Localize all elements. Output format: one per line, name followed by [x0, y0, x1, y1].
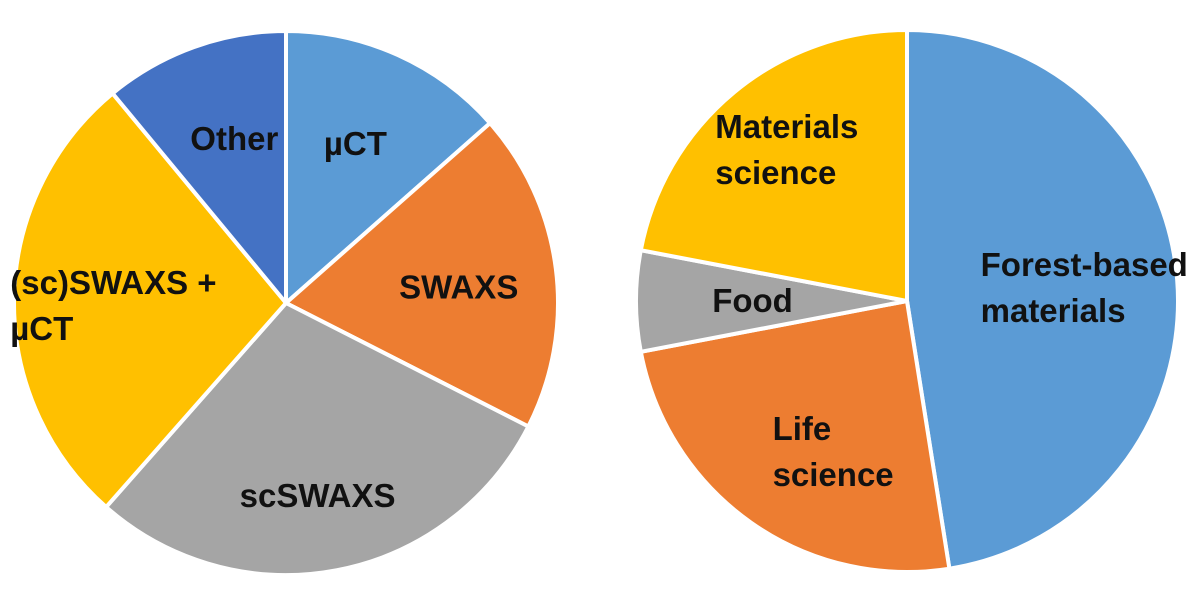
slice-label-sc-swaxs-muct: (sc)SWAXS + µCT: [10, 264, 216, 347]
slice-label-scswaxs: scSWAXS: [240, 477, 396, 514]
slice-label-materials-science: Materials science: [715, 108, 858, 191]
pie-slice-scswaxs: [104, 301, 531, 577]
pie-slice-sc-swaxs-muct: [12, 91, 288, 510]
pie-slice-swaxs: [284, 121, 560, 429]
pie-slice-forest-based-materials: [905, 28, 1181, 571]
slice-label-life-science: Life science: [773, 410, 894, 493]
slice-label-other: Other: [190, 120, 278, 157]
research-area-pie-chart: Forest-based materials Life science Food Mate…: [634, 28, 1188, 574]
slice-label-swaxs: SWAXS: [399, 268, 518, 305]
pie-slice-muct: [284, 29, 493, 305]
slice-label-food: Food: [712, 282, 793, 319]
pie-slice-other: [110, 29, 288, 305]
pie-slice-life-science: [638, 299, 952, 574]
slice-label-muct: µCT: [324, 125, 387, 162]
pie-slice-materials-science: [638, 28, 909, 303]
technique-pie-chart: µCT SWAXS scSWAXS (sc)SWAXS + µCT Other: [10, 29, 560, 577]
slice-label-forest-based-materials: Forest-based materials: [981, 246, 1188, 329]
